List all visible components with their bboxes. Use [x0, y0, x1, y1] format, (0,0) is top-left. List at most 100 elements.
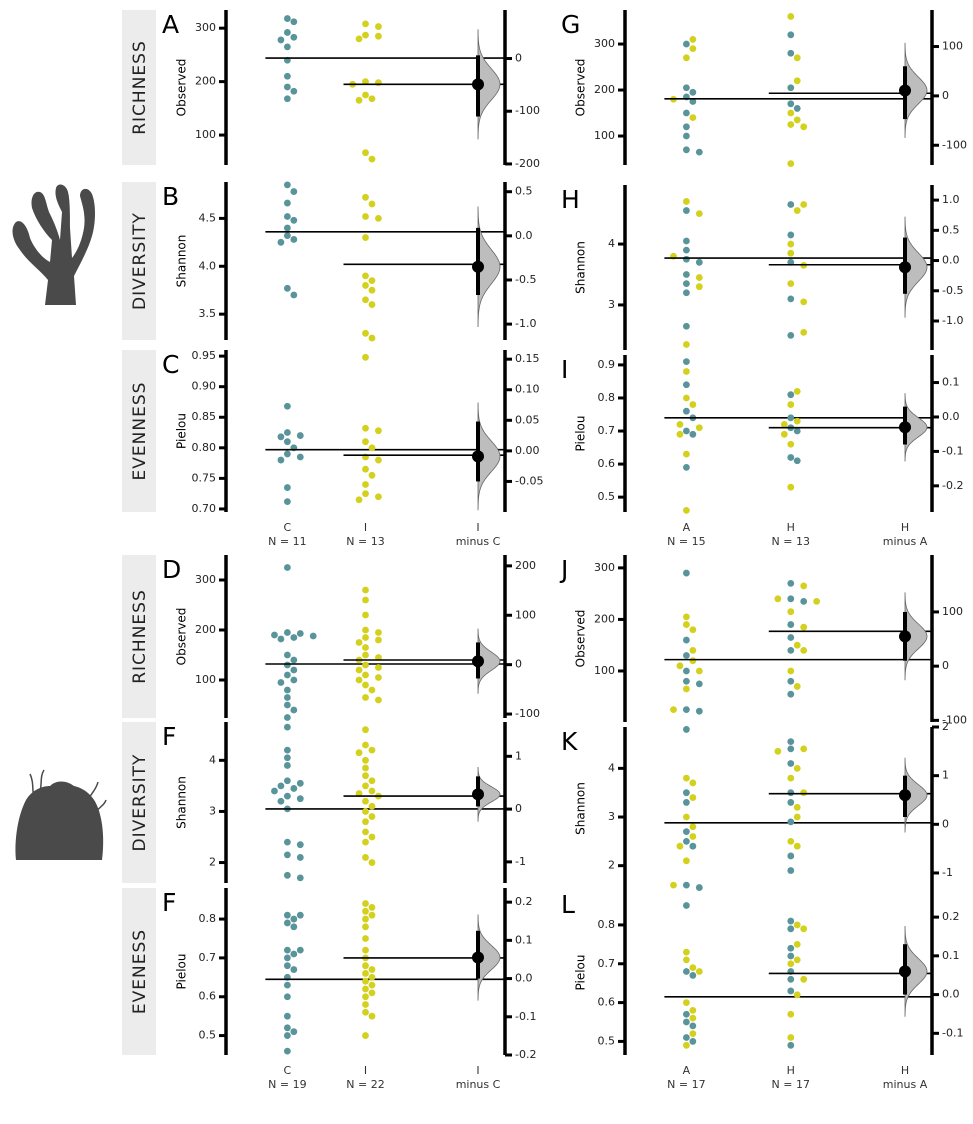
- y-tick-label: 0.5: [199, 1029, 217, 1042]
- data-point: [683, 323, 690, 330]
- data-point: [362, 425, 369, 432]
- data-point: [683, 41, 690, 48]
- data-point: [787, 1042, 794, 1049]
- data-point: [689, 36, 696, 43]
- data-point: [362, 772, 369, 779]
- y-axis-label: Pielou: [574, 955, 588, 991]
- data-point: [362, 986, 369, 993]
- y2-tick-label: 0.0: [515, 229, 533, 242]
- data-point: [278, 457, 285, 464]
- data-point: [683, 668, 690, 675]
- data-point: [794, 683, 801, 690]
- y-tick-label: 300: [594, 37, 615, 50]
- data-point: [689, 823, 696, 830]
- data-point: [794, 956, 801, 963]
- data-point: [362, 962, 369, 969]
- data-point: [683, 686, 690, 693]
- data-point: [800, 583, 807, 590]
- data-point: [787, 595, 794, 602]
- x-tick-label: I: [364, 1064, 367, 1077]
- panel-letter: L: [561, 890, 575, 919]
- data-point: [278, 636, 285, 643]
- data-point: [369, 156, 376, 163]
- effect-point: [472, 655, 484, 667]
- data-point: [787, 232, 794, 239]
- data-point: [284, 15, 291, 22]
- data-point: [787, 738, 794, 745]
- data-point: [683, 358, 690, 365]
- data-point: [787, 818, 794, 825]
- y2-tick-label: -200: [515, 157, 540, 170]
- data-point: [683, 838, 690, 845]
- data-point: [290, 657, 297, 664]
- y-tick-label: 200: [195, 75, 216, 88]
- y2-tick-label: 0: [942, 659, 949, 672]
- data-point: [683, 428, 690, 435]
- data-point: [284, 754, 291, 761]
- data-point: [297, 912, 304, 919]
- data-point: [683, 341, 690, 348]
- data-point: [284, 920, 291, 927]
- data-point: [375, 697, 382, 704]
- data-point: [689, 114, 696, 121]
- data-point: [689, 794, 696, 801]
- x-tick-label: H: [787, 521, 795, 534]
- data-point: [787, 121, 794, 128]
- data-point: [284, 1024, 291, 1031]
- data-point: [696, 259, 703, 266]
- y-tick-label: 4: [209, 753, 216, 766]
- data-point: [696, 708, 703, 715]
- data-point: [683, 280, 690, 287]
- data-point: [689, 833, 696, 840]
- data-point: [787, 760, 794, 767]
- data-point: [787, 580, 794, 587]
- data-point: [800, 624, 807, 631]
- y-axis-label: Shannon: [175, 235, 189, 288]
- data-point: [689, 780, 696, 787]
- data-point: [787, 13, 794, 20]
- y2-tick-label: 0: [515, 802, 522, 815]
- data-point: [787, 110, 794, 117]
- data-point: [290, 292, 297, 299]
- data-point: [362, 213, 369, 220]
- x-tick-label: H: [901, 1064, 909, 1077]
- data-point: [787, 678, 794, 685]
- data-point: [787, 608, 794, 615]
- data-point: [362, 923, 369, 930]
- y-tick-label: 100: [195, 128, 216, 141]
- data-point: [284, 947, 291, 954]
- y-tick-label: 100: [594, 129, 615, 142]
- data-point: [774, 748, 781, 755]
- data-point: [297, 630, 304, 637]
- data-point: [290, 1028, 297, 1035]
- data-point: [284, 451, 291, 458]
- y2-tick-label: 0.0: [942, 410, 960, 423]
- data-point: [369, 974, 376, 981]
- x-tick-label: H: [787, 1064, 795, 1077]
- data-point: [683, 368, 690, 375]
- data-point: [683, 84, 690, 91]
- data-point: [683, 902, 690, 909]
- y-tick-label: 100: [594, 664, 615, 677]
- data-point: [787, 945, 794, 952]
- data-point: [800, 925, 807, 932]
- data-point: [290, 677, 297, 684]
- data-point: [787, 953, 794, 960]
- effect-point: [899, 630, 911, 642]
- data-point: [800, 598, 807, 605]
- data-point: [284, 1013, 291, 1020]
- y-axis-label: Observed: [574, 610, 588, 668]
- y-tick-label: 0.6: [598, 457, 616, 470]
- data-point: [683, 678, 690, 685]
- data-point: [683, 828, 690, 835]
- data-point: [284, 793, 291, 800]
- data-point: [683, 381, 690, 388]
- row-label: EVENNESS: [130, 382, 150, 481]
- data-point: [683, 968, 690, 975]
- data-point: [362, 935, 369, 942]
- data-point: [375, 493, 382, 500]
- data-point: [284, 872, 291, 879]
- data-point: [284, 213, 291, 220]
- data-point: [362, 782, 369, 789]
- data-point: [787, 960, 794, 967]
